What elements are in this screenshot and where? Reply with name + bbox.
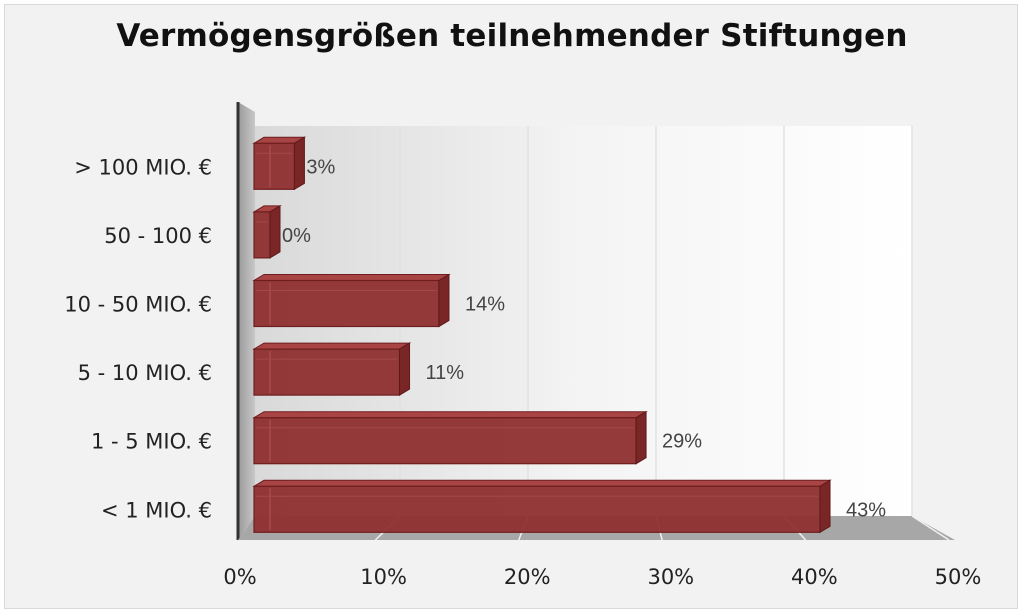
floor-gridline <box>911 515 950 541</box>
bar <box>252 205 282 259</box>
bar <box>252 479 832 534</box>
bar-top-face <box>252 274 451 281</box>
category-label: < 1 MIO. € <box>101 498 212 522</box>
bar-front-face <box>253 142 296 190</box>
x-tick-label: 20% <box>504 565 551 589</box>
bar-end-face <box>438 273 450 328</box>
side-wall <box>238 102 255 540</box>
bar-top-face <box>252 342 412 350</box>
category-label: 5 - 10 MIO. € <box>78 361 212 385</box>
bar-front-face <box>253 211 271 259</box>
bar <box>252 410 648 465</box>
bar <box>252 136 307 191</box>
bar-end-face <box>819 479 831 534</box>
x-tick-label: 10% <box>360 565 407 589</box>
bar-top-face <box>252 411 648 419</box>
bar-top-face <box>252 479 832 487</box>
bar-front-face <box>253 485 821 533</box>
bar <box>252 273 451 328</box>
bar-end-face <box>635 410 647 465</box>
bar-front-face <box>253 417 637 465</box>
chart-title: Vermögensgrößen teilnehmender Stiftungen <box>116 18 908 54</box>
value-label: 11% <box>426 362 465 384</box>
x-tick-label: 30% <box>647 565 694 589</box>
bar-end-face <box>293 136 305 191</box>
x-tick-label: 0% <box>223 565 256 589</box>
category-label: > 100 MIO. € <box>74 155 212 179</box>
category-label: 50 - 100 € <box>104 224 212 248</box>
value-label: 29% <box>662 431 702 453</box>
bar <box>252 342 412 396</box>
value-label: 43% <box>846 499 886 521</box>
bar-front-face <box>253 279 440 328</box>
x-tick-label: 40% <box>791 565 838 589</box>
bar-end-face <box>269 205 281 259</box>
value-label: 14% <box>465 294 505 316</box>
bar-front-face <box>253 348 401 396</box>
category-label: 10 - 50 MIO. € <box>64 293 212 317</box>
bar-end-face <box>399 342 411 396</box>
value-label: 3% <box>306 156 335 178</box>
x-tick-label: 50% <box>935 565 982 589</box>
value-label: 0% <box>282 225 311 247</box>
category-label: 1 - 5 MIO. € <box>91 430 212 454</box>
